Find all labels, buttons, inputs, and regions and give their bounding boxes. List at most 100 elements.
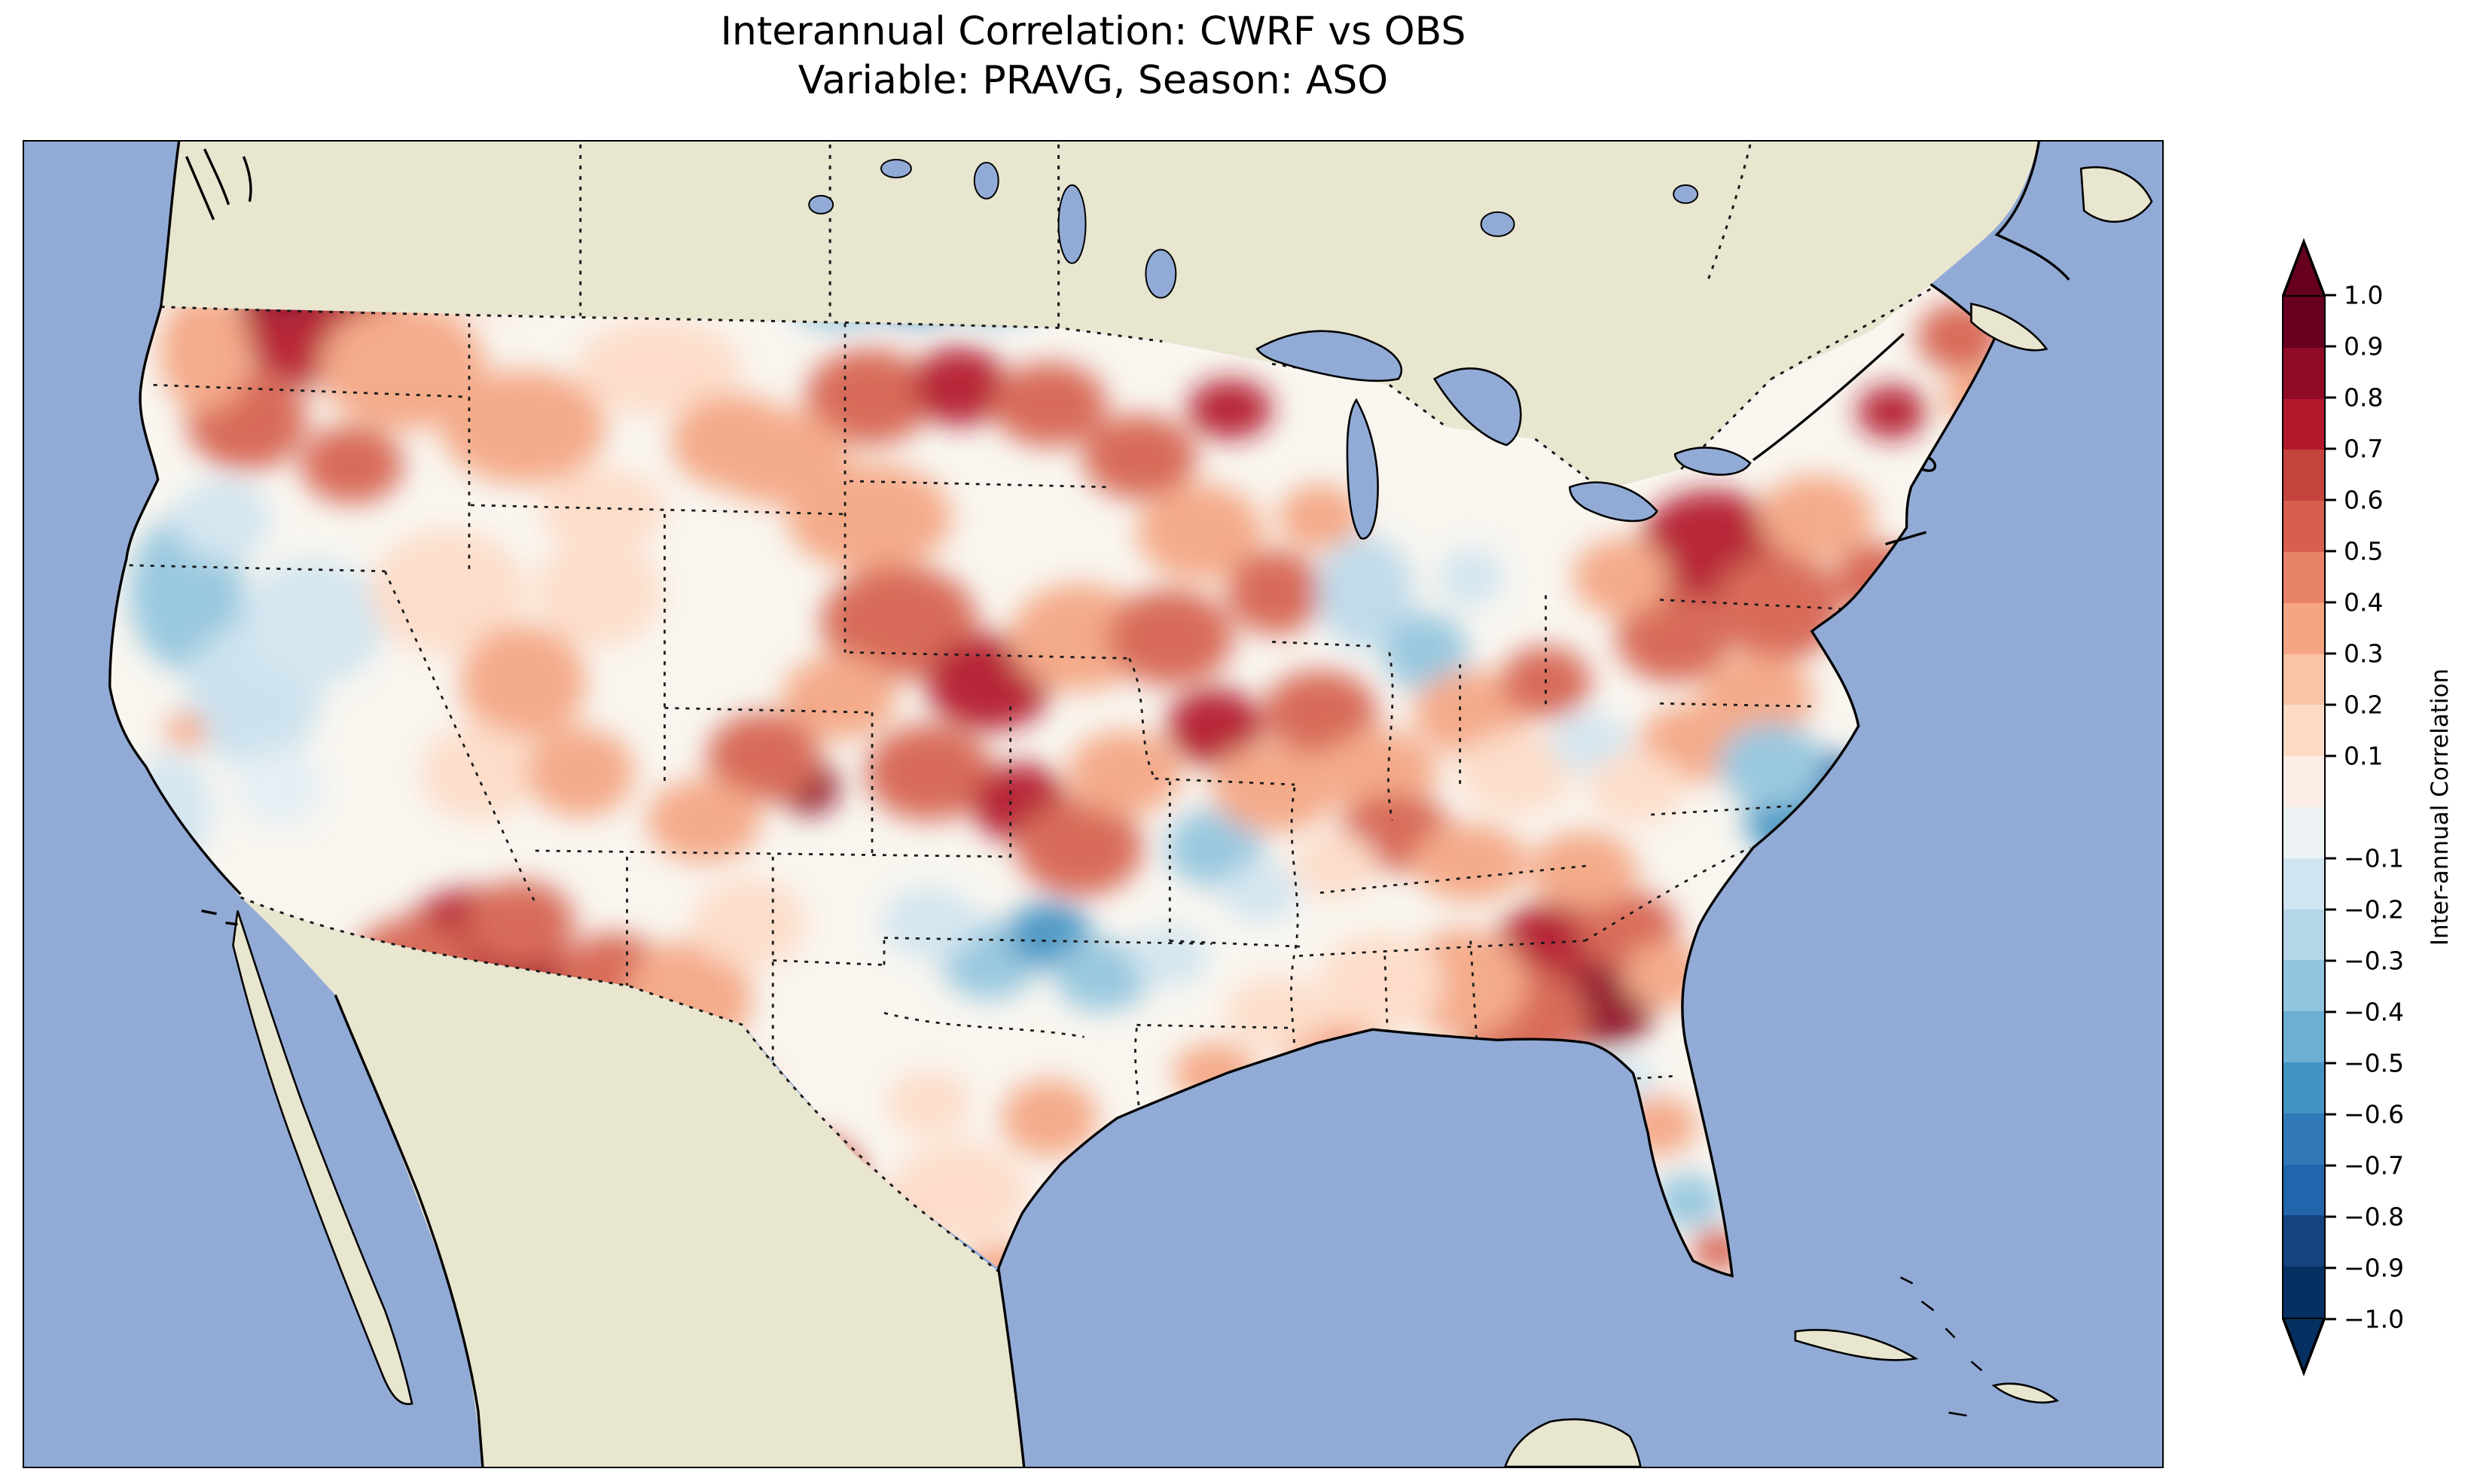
colorbar-arrow-top-fill — [2285, 245, 2323, 295]
colorbar-tick: 0.4 — [2326, 588, 2383, 617]
colorbar-tick-mark — [2326, 1062, 2336, 1065]
colorbar-tick-label: 0.1 — [2344, 741, 2384, 771]
lake-huron — [1432, 367, 1522, 446]
colorbar-tick-mark — [2326, 908, 2336, 911]
colorbar-segment — [2283, 551, 2324, 603]
colorbar-tick-mark — [2326, 601, 2336, 604]
colorbar-tick: −0.4 — [2326, 998, 2404, 1027]
colorbar-segment — [2283, 501, 2324, 552]
colorbar-segment — [2283, 1011, 2324, 1062]
colorbar-tick-mark — [2326, 1010, 2336, 1013]
colorbar-tick-mark — [2326, 959, 2336, 962]
title-line-1: Interannual Correlation: CWRF vs OBS — [720, 9, 1466, 54]
colorbar-tick-mark — [2326, 857, 2336, 860]
colorbar-tick-mark — [2326, 1164, 2336, 1167]
colorbar-segment — [2283, 1266, 2324, 1318]
colorbar-tick: −0.7 — [2326, 1151, 2404, 1181]
islands — [1504, 166, 2153, 1467]
colorbar-segment — [2283, 1215, 2324, 1267]
colorbar-tick: −0.1 — [2326, 844, 2404, 873]
colorbar — [2282, 295, 2326, 1319]
colorbar-ticks: 1.0 0.9 0.8 0.7 0.6 0.5 0.4 0.3 0.2 0.1 −0.1 −0.2 −0… — [2326, 281, 2474, 1334]
colorbar-tick: −0.6 — [2326, 1100, 2404, 1129]
colorbar-tick-label: 0.6 — [2344, 485, 2384, 515]
correlation-map — [24, 142, 2162, 1467]
colorbar-tick-label: 0.3 — [2344, 638, 2384, 669]
colorbar-segment — [2283, 654, 2324, 705]
colorbar-tick-mark — [2326, 1266, 2336, 1269]
colorbar-axis-label: Inter-annual Correlation — [2427, 668, 2454, 946]
colorbar-tick-mark — [2326, 754, 2336, 757]
colorbar-tick-label: −0.2 — [2344, 894, 2405, 925]
colorbar-tick-mark — [2326, 447, 2336, 450]
colorbar-tick-label: −0.3 — [2344, 946, 2405, 976]
lake-michigan — [1346, 398, 1379, 540]
colorbar-segment — [2283, 297, 2324, 348]
colorbar-tick-label: −0.9 — [2344, 1253, 2405, 1283]
colorbar-tick-label: −0.8 — [2344, 1202, 2405, 1232]
colorbar-tick-mark — [2326, 396, 2336, 399]
bahamas — [1900, 1276, 1983, 1417]
colorbar-tick-mark — [2326, 703, 2336, 706]
coastlines — [108, 142, 2070, 1467]
colorbar-segment — [2283, 806, 2324, 858]
figure-title: Interannual Correlation: CWRF vs OBS Var… — [23, 8, 2164, 105]
colorbar-tick-mark — [2326, 1113, 2336, 1116]
colorbar-tick: −0.2 — [2326, 895, 2404, 925]
lake-ontario — [1673, 446, 1752, 476]
colorbar-tick-mark — [2326, 294, 2336, 297]
colorbar-segment — [2283, 1062, 2324, 1114]
title-line-2: Variable: PRAVG, Season: ASO — [798, 58, 1389, 103]
colorbar-tick: 0.1 — [2326, 742, 2383, 771]
map-axes — [23, 140, 2164, 1468]
colorbar-tick-label: 0.2 — [2344, 690, 2384, 720]
hispaniola — [1991, 1382, 2060, 1404]
colorbar-tick-label: −1.0 — [2344, 1304, 2405, 1334]
baja-peninsula — [232, 910, 413, 1406]
colorbar-tick: −0.3 — [2326, 946, 2404, 976]
colorbar-tick: 0.7 — [2326, 434, 2383, 464]
colorbar-tick-label: 1.0 — [2344, 280, 2384, 310]
colorbar-tick: 1.0 — [2326, 281, 2383, 310]
yucatan — [1504, 1418, 1642, 1467]
colorbar-tick-label: −0.7 — [2344, 1150, 2405, 1181]
colorbar-segment — [2283, 1113, 2324, 1165]
colorbar-tick: 0.9 — [2326, 332, 2383, 361]
colorbar-segment — [2283, 705, 2324, 757]
colorbar-tick-label: −0.6 — [2344, 1099, 2405, 1129]
colorbar-tick-label: 0.5 — [2344, 536, 2384, 566]
colorbar-tick-label: 0.4 — [2344, 587, 2384, 617]
colorbar-segment — [2283, 909, 2324, 961]
great-lakes — [1255, 330, 1752, 540]
colorbar-segment — [2283, 1164, 2324, 1216]
colorbar-tick: 0.8 — [2326, 383, 2383, 413]
colorbar-tick-label: −0.5 — [2344, 1048, 2405, 1078]
lake-superior — [1255, 330, 1403, 382]
canadian-lakes — [808, 158, 1699, 299]
colorbar-tick-mark — [2326, 345, 2336, 348]
colorbar-tick-label: 0.8 — [2344, 382, 2384, 413]
colorbar-tick: 0.3 — [2326, 639, 2383, 669]
colorbar-segment — [2283, 398, 2324, 450]
colorbar-tick-label: −0.1 — [2344, 843, 2405, 873]
colorbar-tick-label: 0.7 — [2344, 434, 2384, 464]
colorbar-tick-mark — [2326, 1215, 2336, 1218]
colorbar-tick-label: 0.9 — [2344, 331, 2384, 361]
colorbar-tick: 0.5 — [2326, 537, 2383, 566]
colorbar-tick: −0.5 — [2326, 1049, 2404, 1078]
colorbar-segment — [2283, 858, 2324, 910]
mexico-landmass — [240, 897, 1024, 1467]
colorbar-segment — [2283, 347, 2324, 399]
colorbar-tick-mark — [2326, 498, 2336, 501]
colorbar-segment — [2283, 756, 2324, 807]
lake-erie — [1569, 481, 1658, 523]
newfoundland — [2079, 166, 2153, 223]
colorbar-segment — [2283, 960, 2324, 1012]
colorbar-tick-mark — [2326, 652, 2336, 655]
colorbar-tick: −1.0 — [2326, 1305, 2404, 1334]
cuba — [1794, 1329, 1919, 1361]
colorbar-arrow-bottom-fill — [2285, 1319, 2323, 1369]
colorbar-tick-mark — [2326, 550, 2336, 553]
nova-scotia — [1970, 302, 2048, 352]
